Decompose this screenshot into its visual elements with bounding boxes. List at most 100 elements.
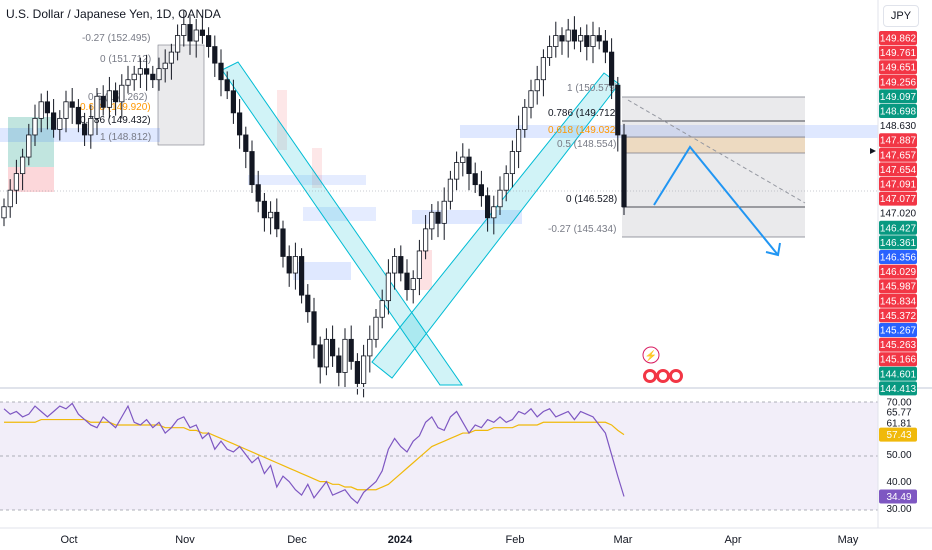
rsi-label-text: 61.81 <box>886 418 911 429</box>
candle <box>1 198 7 227</box>
candle <box>615 76 621 152</box>
rsi-ma-line <box>4 418 625 491</box>
price-axis-label: 147.020 <box>879 206 917 221</box>
fib-box-right <box>622 97 805 237</box>
time-axis[interactable]: Oct Nov Dec 2024 Feb Mar Apr May <box>0 527 932 546</box>
price-label-text: 145.987 <box>880 282 917 293</box>
price-label-text: 147.091 <box>880 180 917 191</box>
price-axis-label: 147.654 <box>879 162 917 177</box>
candle <box>565 18 571 58</box>
price-axis-label: 145.166 <box>879 352 917 367</box>
candle <box>292 242 299 290</box>
rsi-label-text: 57.43 <box>886 430 911 441</box>
candle <box>286 245 292 287</box>
price-label-text: 144.413 <box>880 384 917 395</box>
price-axis-label: 145.834 <box>879 293 917 308</box>
price-axis-label: 148.630 <box>879 118 917 133</box>
price-label-text: 147.077 <box>880 194 917 205</box>
zone-low <box>293 262 351 280</box>
zone-left <box>0 128 160 142</box>
price-label-text: 146.427 <box>880 223 917 234</box>
candle <box>590 21 596 64</box>
fib-left-label-0: -0.27 (152.495) <box>82 33 150 44</box>
price-axis-label: 149.097 <box>879 89 917 104</box>
price-axis[interactable]: 149.862 149.761 149.651 149.256 149.097 148.6… <box>877 0 917 528</box>
candle <box>621 123 627 216</box>
candle <box>305 284 311 323</box>
rsi-label-text: 70.00 <box>886 398 911 409</box>
drawings-layer: ⚡ <box>0 44 878 386</box>
candle <box>13 159 19 204</box>
price-axis-label: 149.862 <box>879 31 917 45</box>
candle <box>453 151 460 191</box>
candle <box>547 35 553 66</box>
rsi-label-text: 30.00 <box>886 504 911 515</box>
candle <box>143 54 150 91</box>
chart-title: U.S. Dollar / Japanese Yen, 1D, OANDA <box>6 7 221 21</box>
price-label-text: 148.698 <box>880 107 917 118</box>
candle <box>484 187 491 232</box>
candle <box>156 57 162 91</box>
candle <box>205 27 212 58</box>
fib-right-label-0: 1 (150.579) <box>567 83 618 94</box>
price-axis-label: 146.361 <box>879 235 917 250</box>
candle <box>249 140 255 193</box>
price-label-text: 145.166 <box>880 355 917 366</box>
candle <box>224 71 230 100</box>
price-axis-label: 147.077 <box>879 191 917 206</box>
candle <box>317 336 323 384</box>
candle <box>435 201 441 238</box>
candle <box>267 201 274 235</box>
rsi-axis-label: 34.49 <box>879 489 917 504</box>
price-axis-label: 146.029 <box>879 264 917 279</box>
candle <box>44 90 51 130</box>
candle <box>609 38 615 100</box>
candle <box>385 259 392 315</box>
lightning-event-icon[interactable] <box>642 346 660 364</box>
time-axis-label: Mar <box>614 534 633 546</box>
candle <box>150 65 156 88</box>
rsi-label-text: 50.00 <box>886 450 911 461</box>
price-label-text: 146.029 <box>880 267 917 278</box>
candle <box>218 49 224 97</box>
zone-upper <box>460 125 878 138</box>
price-axis-label: 147.887 <box>879 133 917 148</box>
candle <box>298 248 305 304</box>
candle <box>19 148 26 191</box>
currency-selector[interactable]: JPY <box>883 5 919 27</box>
time-axis-label: Feb <box>506 534 525 546</box>
price-label-text: 144.601 <box>880 369 917 380</box>
candle <box>7 179 13 218</box>
time-axis-label: 2024 <box>388 534 413 546</box>
candle <box>131 65 137 91</box>
projection-arrowhead <box>765 242 781 257</box>
candle <box>69 88 75 124</box>
price-label-text: 146.356 <box>880 253 917 264</box>
candle <box>336 347 342 387</box>
candle <box>236 99 243 149</box>
candle <box>497 176 503 216</box>
candle <box>168 43 174 80</box>
candle <box>63 90 69 133</box>
fib-right-label-1: 0.786 (149.712) <box>548 108 619 119</box>
price-label-text: 145.267 <box>880 326 917 337</box>
candle <box>478 170 485 207</box>
candle <box>26 123 32 166</box>
candle <box>243 126 249 169</box>
rsi-axis-label: 65.77 <box>886 408 911 419</box>
candle <box>100 85 106 116</box>
candle <box>199 16 205 44</box>
candle <box>571 16 578 50</box>
candle <box>193 18 199 58</box>
candle <box>584 24 590 61</box>
price-axis-label: 146.356 <box>879 250 917 264</box>
candle <box>125 65 131 94</box>
price-label-text: 145.372 <box>880 311 917 322</box>
candle <box>57 110 63 141</box>
candle <box>553 21 559 58</box>
candle <box>379 289 385 329</box>
candle <box>51 99 57 138</box>
candle <box>119 74 125 119</box>
rsi-label-text: 65.77 <box>886 408 911 419</box>
